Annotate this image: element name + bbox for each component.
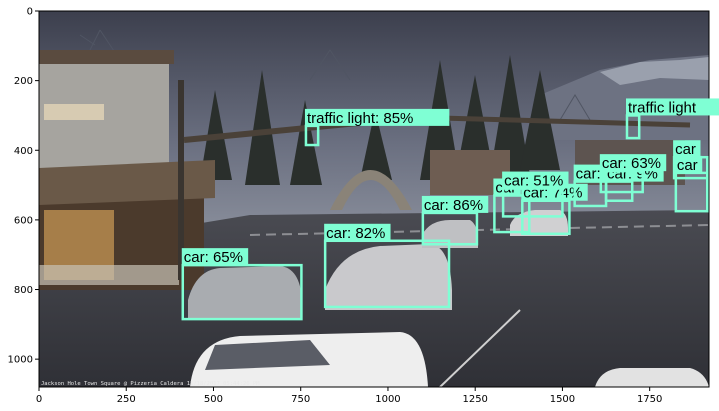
detection-label-bg (181, 248, 249, 266)
detection-label: car (677, 157, 698, 174)
y-tick-label: 800 (14, 285, 33, 296)
x-axis: 0 250 500 750 1000 1250 1500 1750 (36, 387, 662, 405)
mountain-snow (600, 57, 709, 85)
axes-frame (38, 10, 710, 388)
detection-0: traffic light: 85% (304, 108, 450, 147)
x-tick-label: 500 (204, 394, 223, 405)
detection-10: car: 63% (599, 154, 667, 194)
left-building-sign (44, 104, 104, 120)
detection-12: car (672, 140, 709, 180)
detection-4: car: 86% (421, 195, 489, 246)
detection-label-bg (674, 155, 703, 173)
detection-label: car: 82% (326, 225, 385, 242)
detection-box (181, 263, 303, 321)
detection-label-bg (599, 154, 667, 172)
camera-caption: Jackson Hole Town Square @ Pizzeria Cald… (41, 381, 260, 387)
detection-label-bg (304, 108, 450, 126)
detection-3: car: 82% (323, 223, 451, 309)
detection-label: car: 51% (504, 173, 563, 190)
x-tick-label: 1750 (637, 394, 662, 405)
light-arm-right (439, 115, 691, 128)
detection-2: car: 65% (181, 248, 303, 321)
x-tick-label: 1250 (462, 394, 487, 405)
detection-label-bg (673, 140, 701, 158)
y-axis: 0 200 400 600 800 1000 (8, 7, 39, 366)
x-tick-label: 1000 (375, 394, 400, 405)
x-tick-label: 0 (36, 394, 42, 405)
fence (39, 265, 179, 285)
road-line (439, 309, 521, 387)
detection-label: car: 65% (184, 249, 243, 266)
crosswalk (249, 224, 709, 236)
y-tick-label: 0 (27, 7, 33, 18)
detection-label: car: 86% (424, 197, 483, 214)
detection-label: car (675, 141, 696, 158)
detection-label: traffic light: 85% (307, 110, 413, 127)
x-tick-label: 1500 (550, 394, 575, 405)
detection-label-bg (324, 223, 391, 241)
detection-label-bg (625, 98, 719, 116)
y-tick-label: 1000 (8, 355, 33, 366)
x-tick-label: 750 (291, 394, 310, 405)
detection-7: car: 51% (501, 171, 569, 218)
detection-11: car (674, 155, 709, 213)
y-tick-label: 200 (14, 76, 33, 87)
photo-area (39, 11, 709, 387)
x-tick-label: 250 (117, 394, 136, 405)
left-building-roof (39, 50, 174, 64)
light-pole (178, 80, 184, 280)
y-tick-label: 400 (14, 146, 33, 157)
antler-arch (330, 170, 412, 210)
detection-label-bg (502, 171, 569, 189)
detection-1: traffic light (625, 98, 719, 140)
y-tick-label: 600 (14, 215, 33, 226)
left-building-awning (39, 160, 215, 205)
detection-label-bg (421, 195, 489, 213)
detections-layer: traffic light: 85% traffic light car: 65% c… (181, 98, 719, 321)
detection-label: traffic light (628, 99, 697, 116)
detection-label: car: 63% (602, 155, 661, 172)
